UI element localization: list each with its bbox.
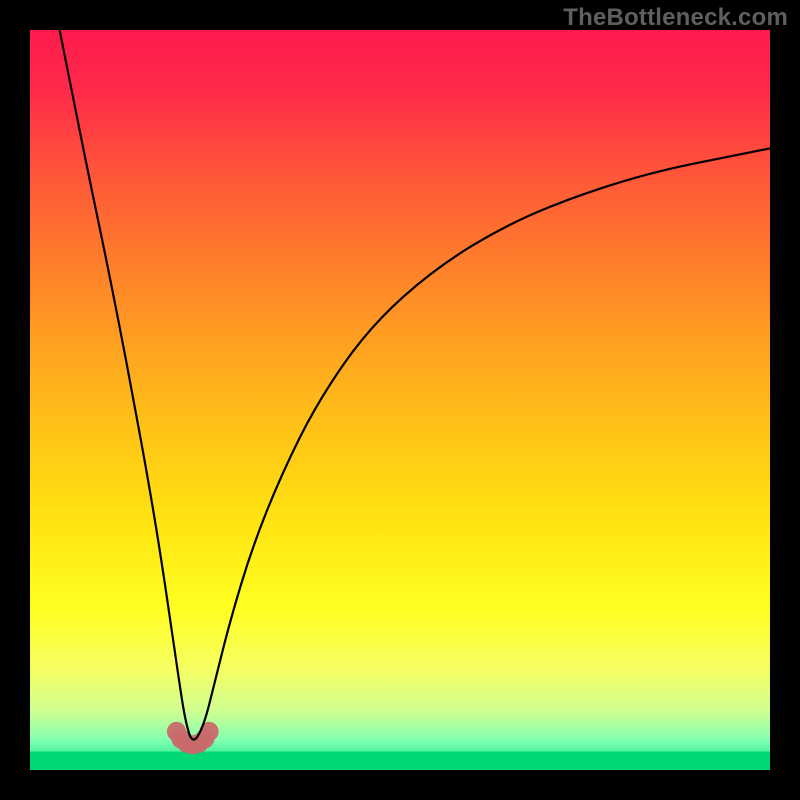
watermark-text: TheBottleneck.com <box>563 4 788 32</box>
bottom-green-band <box>30 752 770 771</box>
gradient-background <box>30 30 770 770</box>
plot-area <box>30 30 770 770</box>
plot-svg <box>30 30 770 770</box>
